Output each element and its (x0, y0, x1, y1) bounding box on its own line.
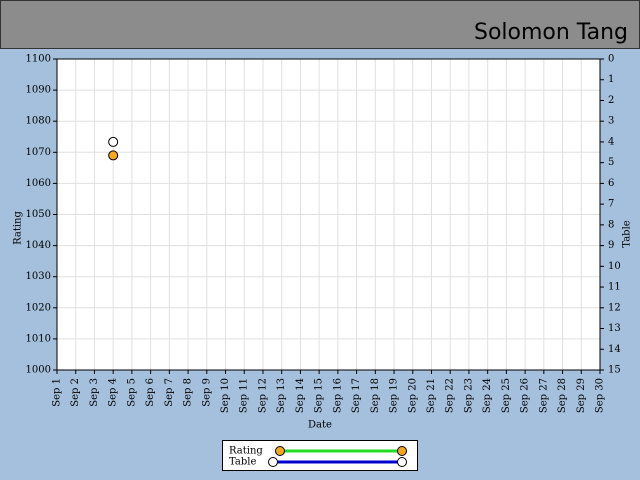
data-point (108, 136, 119, 147)
x-tick-label: Sep 29 (576, 378, 587, 413)
y2-tick-label: 15 (608, 365, 621, 376)
y2-tick-label: 4 (608, 136, 614, 147)
y-tick-label: 1050 (26, 209, 51, 220)
x-tick-label: Sep 14 (295, 378, 306, 413)
y2-tick-label: 3 (608, 116, 614, 127)
x-tick-label: Sep 7 (164, 378, 175, 407)
y-tick-label: 1090 (26, 85, 51, 96)
legend-label: Table (229, 457, 256, 468)
x-tick-label: Sep 26 (520, 378, 531, 413)
x-tick-label: Sep 22 (445, 378, 456, 413)
y2-tick-label: 1 (608, 74, 614, 85)
x-tick-label: Sep 23 (463, 378, 474, 413)
data-point (108, 150, 119, 161)
x-tick-label: Sep 9 (201, 378, 212, 407)
y-tick-label: 1030 (26, 271, 51, 282)
legend-label: Rating (229, 446, 263, 457)
x-tick-label: Sep 20 (407, 378, 418, 413)
legend-marker (397, 457, 407, 467)
y2-tick-label: 10 (608, 261, 621, 272)
y2-tick-label: 13 (608, 323, 621, 334)
y2-tick-label: 5 (608, 157, 614, 168)
y2-tick-label: 12 (608, 302, 621, 313)
x-tick-label: Sep 27 (538, 378, 549, 413)
x-tick-label: Sep 8 (183, 378, 194, 407)
x-tick-label: Sep 6 (145, 378, 156, 407)
x-tick-label: Sep 16 (332, 378, 343, 413)
y-tick-label: 1040 (26, 240, 51, 251)
x-tick-label: Sep 21 (426, 378, 437, 413)
x-tick-label: Sep 18 (370, 378, 381, 413)
y-tick-label: 1070 (26, 147, 51, 158)
x-tick-label: Sep 10 (220, 378, 231, 413)
x-tick-label: Sep 28 (557, 378, 568, 413)
plot-frame (56, 58, 601, 371)
x-axis-label: Date (308, 420, 332, 431)
x-tick-label: Sep 25 (501, 378, 512, 413)
x-tick-label: Sep 15 (314, 378, 325, 413)
header-bar (0, 0, 640, 49)
y-axis-label: Rating (13, 211, 24, 245)
legend-marker (268, 457, 278, 467)
y2-tick-label: 0 (608, 54, 614, 65)
x-tick-label: Sep 24 (482, 378, 493, 413)
y-tick-label: 1000 (26, 365, 51, 376)
y-tick-label: 1060 (26, 178, 51, 189)
y2-tick-label: 7 (608, 199, 614, 210)
x-tick-label: Sep 12 (257, 378, 268, 413)
y2-axis-label: Table (622, 220, 633, 247)
y2-tick-label: 8 (608, 219, 614, 230)
x-tick-label: Sep 3 (89, 378, 100, 407)
y2-tick-label: 9 (608, 240, 614, 251)
y2-tick-label: 14 (608, 344, 621, 355)
y2-tick-label: 2 (608, 95, 614, 106)
y-tick-label: 1080 (26, 116, 51, 127)
x-tick-label: Sep 4 (108, 378, 119, 407)
x-tick-label: Sep 5 (126, 378, 137, 407)
y2-tick-label: 6 (608, 178, 614, 189)
legend-marker (275, 446, 285, 456)
header-title: Solomon Tang (474, 20, 628, 45)
x-tick-label: Sep 1 (52, 378, 63, 407)
x-tick-label: Sep 19 (389, 378, 400, 413)
y-tick-label: 1100 (26, 54, 51, 65)
x-tick-label: Sep 2 (70, 378, 81, 407)
x-tick-label: Sep 17 (351, 378, 362, 413)
y-tick-label: 1010 (26, 333, 51, 344)
legend-marker (397, 446, 407, 456)
x-tick-label: Sep 11 (239, 378, 250, 413)
y2-tick-label: 11 (608, 282, 621, 293)
x-tick-label: Sep 13 (276, 378, 287, 413)
legend (222, 440, 418, 471)
y-tick-label: 1020 (26, 302, 51, 313)
x-tick-label: Sep 30 (595, 378, 606, 413)
